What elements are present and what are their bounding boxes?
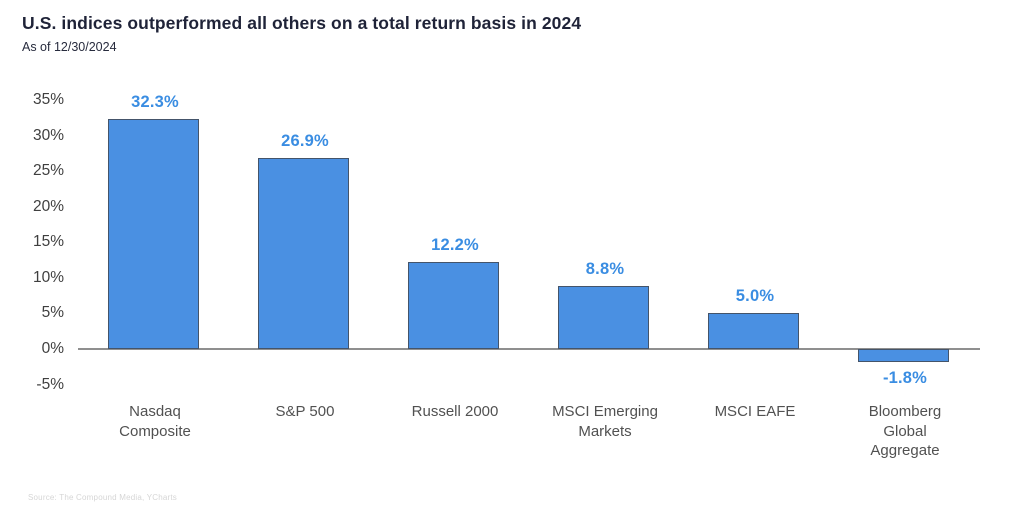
bar-value-label: 8.8%	[585, 260, 625, 279]
chart-subtitle: As of 12/30/2024	[22, 40, 117, 54]
bar-value-label: 26.9%	[281, 131, 329, 150]
y-tick-label: 5%	[41, 304, 64, 322]
bar-column: -1.8%	[830, 0, 980, 400]
y-tick-label: 10%	[32, 268, 64, 286]
category-label: MSCI Emerging Markets	[552, 403, 658, 440]
bar-4	[558, 286, 649, 349]
bar-column: 12.2%	[380, 0, 530, 400]
source-note: Source: The Compound Media, YCharts	[28, 493, 178, 502]
y-tick-label: 30%	[32, 126, 64, 144]
bar-3	[408, 262, 499, 349]
bar-value-label: 5.0%	[735, 287, 775, 306]
y-tick-label: 15%	[32, 233, 64, 251]
category-label: Bloomberg Global Aggregate	[868, 403, 942, 459]
chart-title: U.S. indices outperformed all others on …	[22, 13, 582, 33]
category-label: S&P 500	[275, 403, 335, 420]
bar-column: 8.8%	[530, 0, 680, 400]
y-tick-label: -5%	[36, 375, 64, 393]
bar-value-label: 12.2%	[431, 236, 479, 255]
bar-value-label: 32.3%	[131, 93, 179, 112]
category-label: MSCI EAFE	[714, 403, 796, 420]
bar-column: 26.9%	[230, 0, 380, 400]
bar-column: 32.3%	[80, 0, 230, 400]
y-tick-label: 35%	[32, 91, 64, 108]
bar-5	[708, 313, 799, 349]
category-label: Russell 2000	[411, 403, 499, 420]
bar-2	[258, 157, 349, 349]
bar-1	[108, 119, 199, 349]
zero-axis-line	[78, 348, 980, 350]
bar-column: 5.0%	[680, 0, 830, 400]
y-tick-label: 20%	[32, 197, 64, 215]
y-tick-label: 25%	[32, 162, 64, 180]
category-label: Nasdaq Composite	[119, 403, 191, 440]
y-tick-label: 0%	[41, 340, 64, 357]
bar-value-label: -1.8%	[882, 368, 928, 387]
bar-6	[858, 349, 949, 362]
